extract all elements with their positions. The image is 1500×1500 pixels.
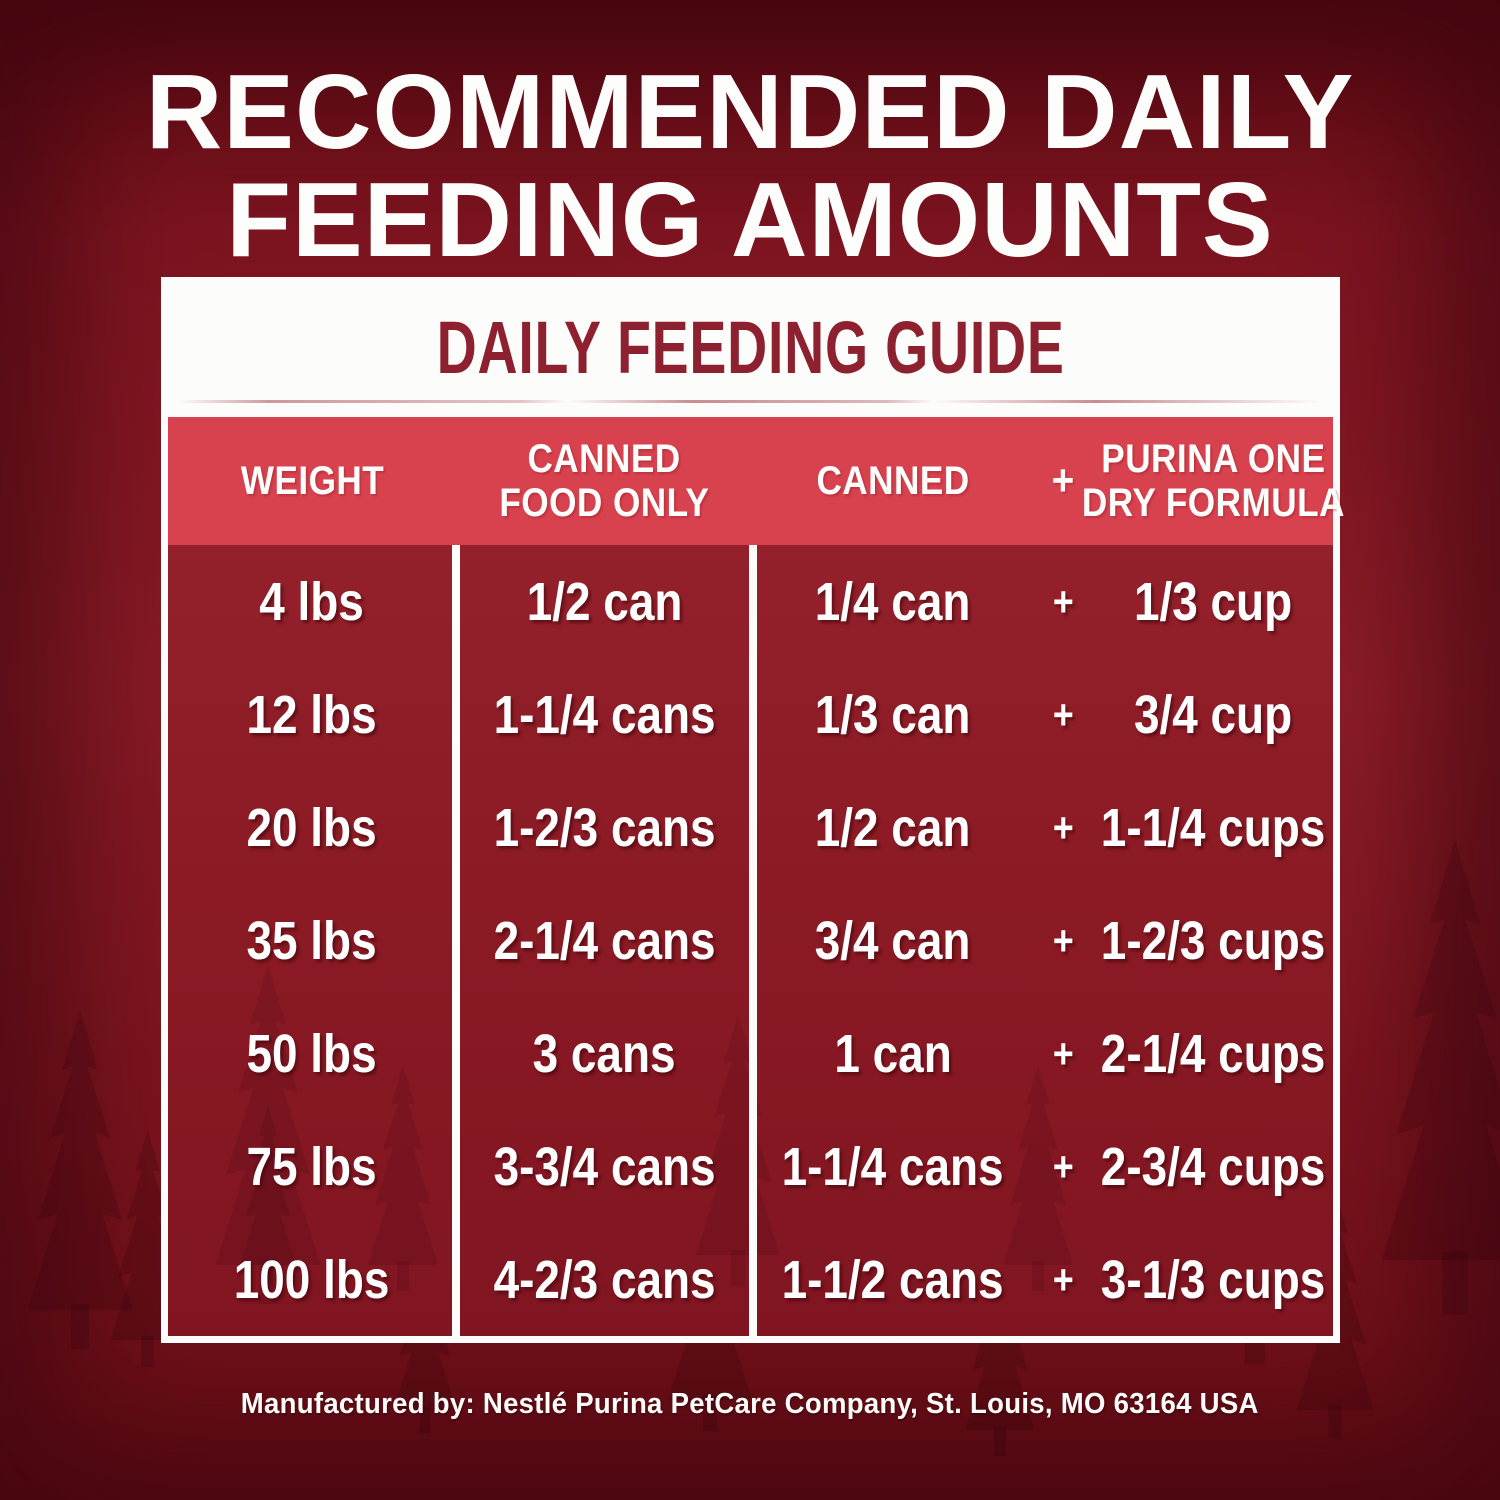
canned-cell: 1-1/4 cans — [781, 1136, 1004, 1197]
plus-sign: + — [1052, 577, 1074, 625]
column-header-canned: CANNED — [816, 459, 970, 503]
column-divider-1 — [452, 545, 460, 1336]
weight-cell: 4 lbs — [259, 571, 365, 632]
canned-cell: 1/2 can — [815, 797, 971, 858]
column-header-canned-food-only: CANNED FOOD ONLY — [499, 437, 710, 525]
canned-cell: 1-1/2 cans — [781, 1249, 1004, 1310]
table-row: 12 lbs 1-1/4 cans 1/3 can + 3/4 cup — [168, 658, 1333, 771]
manufacturer-line: Manufactured by: Nestlé Purina PetCare C… — [0, 1388, 1500, 1421]
table-row: 50 lbs 3 cans 1 can + 2-1/4 cups — [168, 997, 1333, 1110]
table-row: 4 lbs 1/2 can 1/4 can + 1/3 cup — [168, 545, 1333, 658]
canned-only-cell: 3-3/4 cans — [493, 1136, 716, 1197]
page-title-line2: FEEDING AMOUNTS — [226, 161, 1274, 280]
dry-formula-cell: 3-1/3 cups — [1100, 1249, 1326, 1310]
dry-formula-cell: 1-2/3 cups — [1100, 910, 1326, 971]
canned-only-cell: 4-2/3 cans — [493, 1249, 716, 1310]
canned-only-cell: 3 cans — [533, 1023, 676, 1084]
dry-formula-cell: 1-1/4 cups — [1100, 797, 1326, 858]
weight-cell: 75 lbs — [246, 1136, 378, 1197]
plus-sign: + — [1052, 1255, 1074, 1303]
plus-sign: + — [1052, 916, 1074, 964]
manufacturer-text: Manufactured by: Nestlé Purina PetCare C… — [241, 1388, 1259, 1420]
plus-sign: + — [1052, 1142, 1074, 1190]
page-title: RECOMMENDED DAILY FEEDING AMOUNTS — [0, 58, 1500, 274]
feeding-guide-card: DAILY FEEDING GUIDE WEIGHT CANNED FOOD O… — [161, 277, 1345, 1343]
canned-only-cell: 1/2 can — [526, 571, 683, 632]
canned-only-cell: 1-1/4 cans — [493, 684, 716, 745]
table-row: 100 lbs 4-2/3 cans 1-1/2 cans + 3-1/3 cu… — [168, 1223, 1333, 1336]
column-header-weight: WEIGHT — [240, 459, 384, 503]
table-row: 75 lbs 3-3/4 cans 1-1/4 cans + 2-3/4 cup… — [168, 1110, 1333, 1223]
column-header-dry-formula: PURINA ONE DRY FORMULA — [1081, 437, 1345, 525]
guide-title: DAILY FEEDING GUIDE — [436, 305, 1065, 389]
weight-cell: 12 lbs — [246, 684, 378, 745]
dry-formula-cell: 3/4 cup — [1133, 684, 1293, 745]
table-body: 4 lbs 1/2 can 1/4 can + 1/3 cup 12 lbs 1… — [168, 545, 1333, 1336]
canned-only-cell: 2-1/4 cans — [493, 910, 716, 971]
table-header-row: WEIGHT CANNED FOOD ONLY CANNED + PURINA … — [168, 417, 1345, 545]
canned-cell: 3/4 can — [815, 910, 971, 971]
weight-cell: 35 lbs — [246, 910, 378, 971]
plus-sign: + — [1052, 690, 1074, 738]
dry-formula-cell: 2-3/4 cups — [1100, 1136, 1326, 1197]
weight-cell: 20 lbs — [246, 797, 378, 858]
table-row: 20 lbs 1-2/3 cans 1/2 can + 1-1/4 cups — [168, 771, 1333, 884]
plus-sign: + — [1052, 1029, 1074, 1077]
canned-cell: 1/4 can — [815, 571, 971, 632]
weight-cell: 100 lbs — [234, 1249, 390, 1310]
fold-artifact-line — [178, 400, 1323, 403]
canned-cell: 1 can — [834, 1023, 952, 1084]
guide-title-area: DAILY FEEDING GUIDE — [168, 277, 1333, 417]
page-title-line1: RECOMMENDED DAILY — [145, 53, 1355, 171]
canned-only-cell: 1-2/3 cans — [493, 797, 716, 858]
dry-formula-cell: 2-1/4 cups — [1100, 1023, 1326, 1084]
column-header-plus-sign: + — [1051, 455, 1075, 505]
plus-sign: + — [1052, 803, 1074, 851]
dry-formula-cell: 1/3 cup — [1133, 571, 1293, 632]
table-row: 35 lbs 2-1/4 cans 3/4 can + 1-2/3 cups — [168, 884, 1333, 997]
canned-cell: 1/3 can — [815, 684, 971, 745]
weight-cell: 50 lbs — [246, 1023, 378, 1084]
column-divider-2 — [749, 545, 757, 1336]
